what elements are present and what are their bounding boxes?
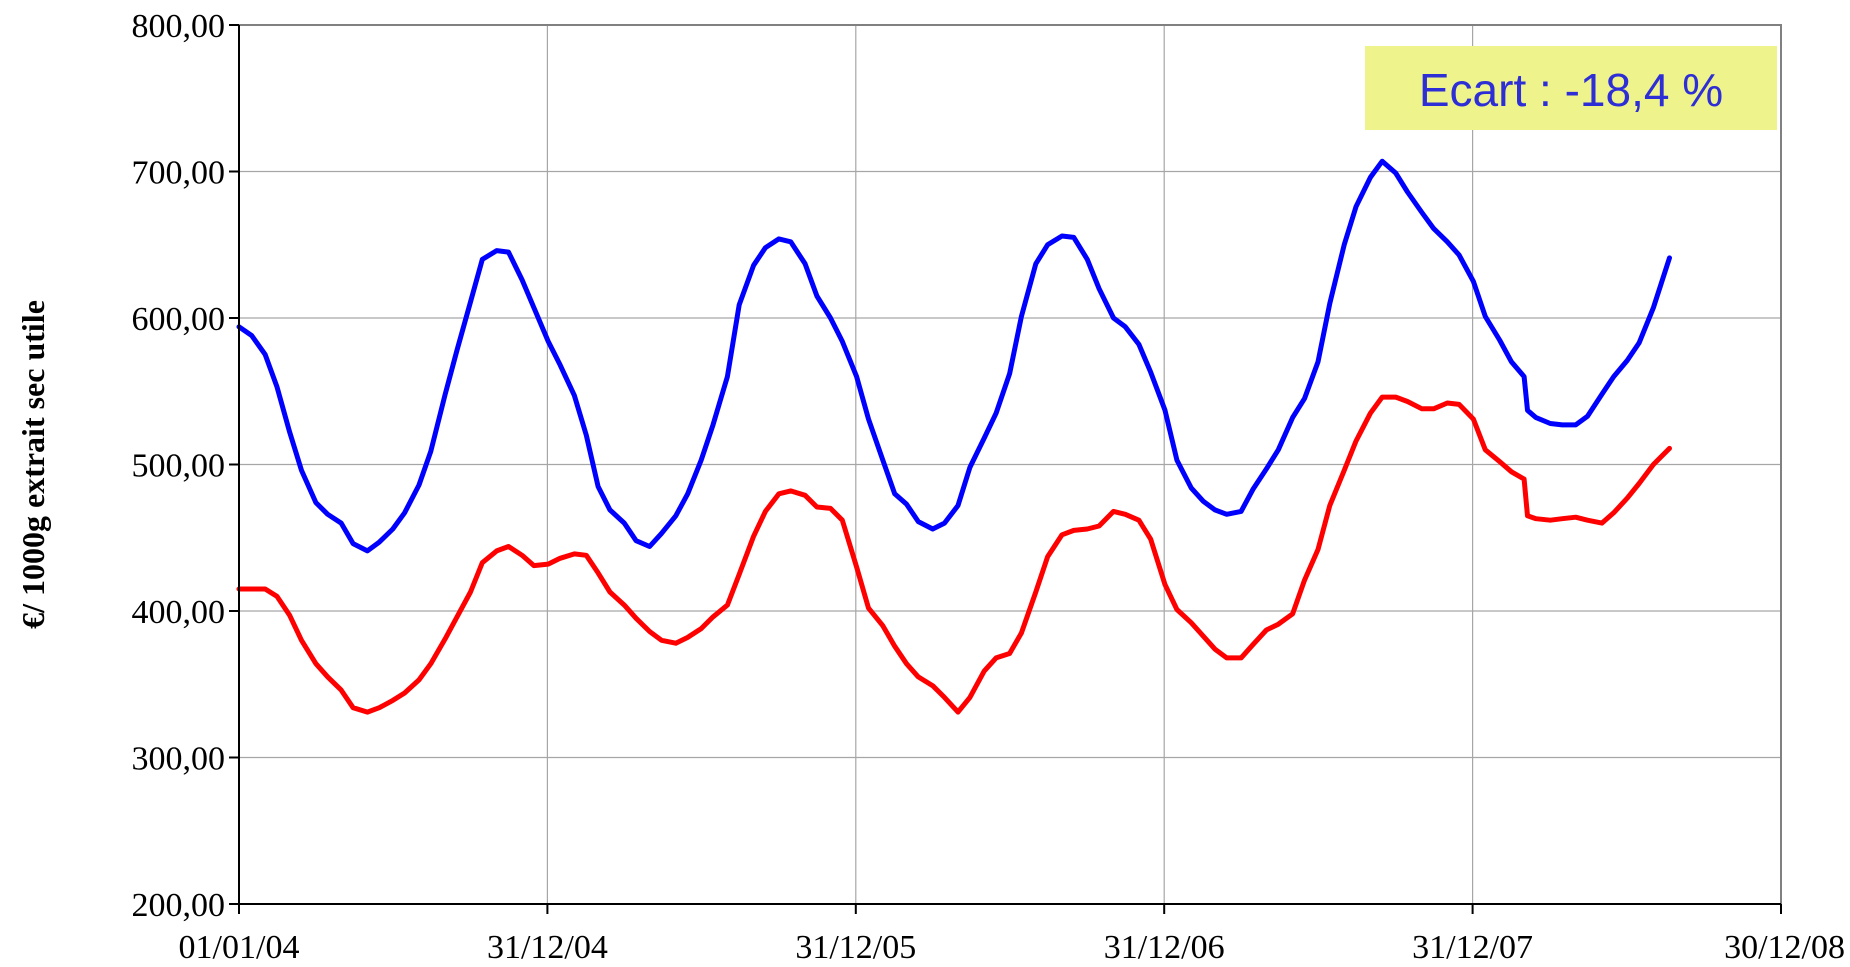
y-tick-label: 800,00: [132, 8, 226, 45]
annotation-text: Ecart : -18,4 %: [1419, 64, 1723, 116]
y-tick-label: 500,00: [132, 448, 226, 485]
annotation-background: [1365, 46, 1777, 130]
y-tick-label: 300,00: [132, 741, 226, 778]
grid-lines: [238, 24, 1782, 905]
x-axis: 01/01/04 31/12/04 31/12/05 31/12/06 31/12/07…: [179, 903, 1845, 966]
y-tick-label: 400,00: [132, 594, 226, 631]
y-axis: 200,00 300,00 400,00 500,00 600,00 700,00 800,…: [132, 8, 240, 924]
y-tick-label: 700,00: [132, 155, 226, 192]
x-tick-label: 31/12/04: [487, 929, 608, 966]
y-tick-label: 600,00: [132, 301, 226, 338]
annotation-box: Ecart : -18,4 %: [1365, 46, 1777, 130]
series-line-2: [236, 394, 1672, 715]
series-layer: [236, 158, 1672, 715]
x-tick-label: 31/12/07: [1412, 929, 1533, 966]
y-tick-label: 200,00: [132, 887, 226, 924]
x-tick-label: 31/12/06: [1104, 929, 1225, 966]
y-axis-title: €/ 1000g extrait sec utile: [15, 300, 51, 629]
x-tick-label: 30/12/08: [1724, 929, 1845, 966]
x-tick-label: 01/01/04: [179, 929, 300, 966]
series-line-1: [236, 158, 1672, 554]
x-tick-label: 31/12/05: [795, 929, 916, 966]
